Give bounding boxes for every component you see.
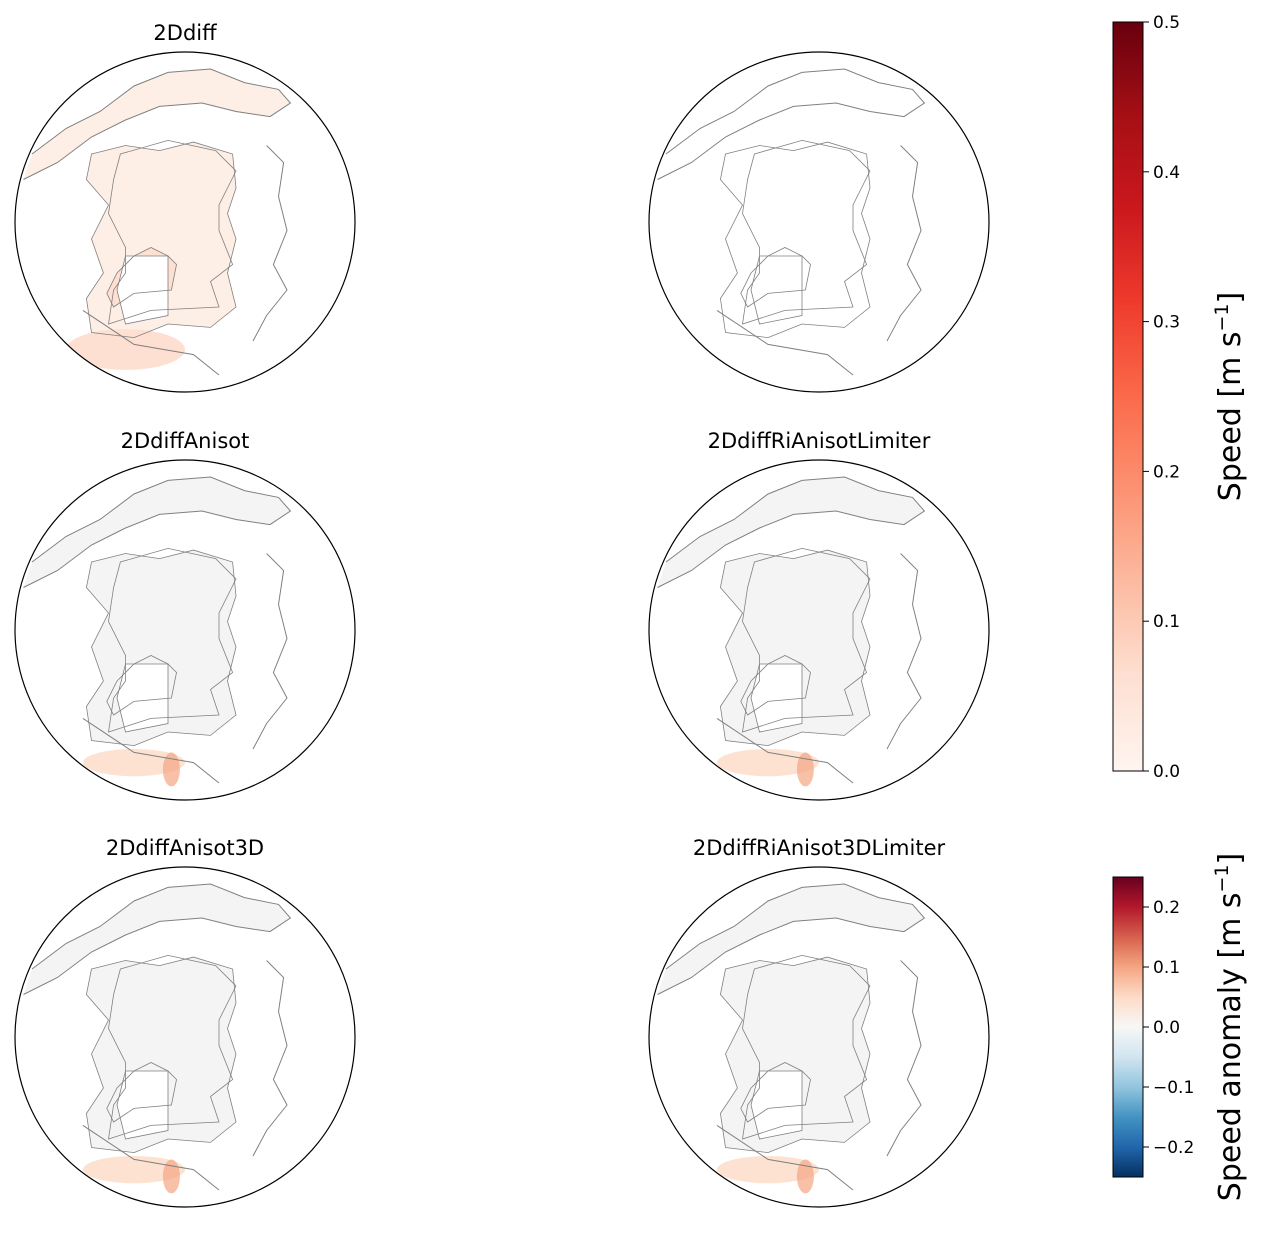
globe-boundary [648,459,990,801]
anomaly-patch [796,1159,814,1194]
coastline-contour [82,1124,220,1191]
coastline-contour [252,553,288,750]
globe-boundary [14,459,356,801]
land-mass [116,255,169,325]
anomaly-patch [162,1159,180,1194]
bathymetry-contour [108,139,237,325]
bathymetry-contour [85,141,237,339]
ocean-rim-shading [657,884,925,995]
coastline-contour [716,717,854,784]
map-field [15,460,355,800]
bathymetry-contour [742,139,871,325]
ocean-rim-shading [23,477,291,588]
anomaly-patch [796,752,814,787]
map-field [649,52,989,392]
ocean-rim-shading [23,69,291,180]
map-panel: 2DdiffAnisot [14,429,356,801]
bathymetry-contour [719,141,871,339]
map-panel: 2DdiffRiAnisot3DLimiter [648,836,990,1208]
coastline-contour [82,309,220,376]
globe-boundary [648,51,990,393]
coastline-contour [657,883,926,995]
colorbar-tick-label: 0.1 [1153,958,1180,978]
land-mass [116,1070,169,1140]
land-mass [750,255,803,325]
colorbar-gradient [1112,21,1144,772]
coastline-contour [886,960,922,1157]
bathymetry-contour [740,1062,811,1123]
bathymetry-contour [108,547,237,733]
bathymetry-contour [106,247,177,308]
colorbar: 0.0 0.1 0.2 0.3 0.4 0.5 Speed [m s−1] [1112,13,1248,782]
globe-boundary [14,51,356,393]
panel-title: 2DdiffAnisot [121,429,250,453]
bathymetry-contour [742,547,871,733]
map-panel: 2DdiffAnisot3D [14,836,356,1208]
colorbar-tick-label: 0.0 [1153,762,1180,782]
panel-title: 2DdiffAnisot3D [106,836,264,860]
coastline-contour [657,68,926,180]
colorbar-tick-label: −0.2 [1153,1138,1194,1158]
panel-title: 2Ddiff [153,21,217,45]
colorbar-tick-label: 0.3 [1153,313,1180,333]
bathymetry-contour [719,549,871,747]
map-panel: 2Ddiff [14,21,356,393]
bathymetry-contour [85,549,237,747]
coastline-contour [716,309,854,376]
map-panel [648,51,990,393]
colorbar: −0.2 −0.1 0.0 0.1 0.2 Speed anomaly [m s−1] [1112,853,1248,1201]
colorbar-label: Speed anomaly [m s−1] [1211,853,1248,1201]
coastline-contour [252,960,288,1157]
ocean-rim-shading [657,477,925,588]
map-field [649,867,989,1207]
colorbar-tick-label: −0.1 [1153,1078,1194,1098]
colorbar-tick-label: 0.1 [1153,612,1180,632]
land-mass [750,663,803,733]
bathymetry-contour [108,954,237,1140]
land-mass [116,663,169,733]
coastline-contour [886,145,922,342]
bathymetry-contour [740,655,811,716]
coastline-contour [23,883,292,995]
anomaly-patch [83,1156,185,1184]
land-mass [750,1070,803,1140]
colorbar-tick-label: 0.5 [1153,13,1180,33]
panel-title: 2DdiffRiAnisotLimiter [708,429,931,453]
coastline-contour [716,1124,854,1191]
ocean-rim-shading [23,884,291,995]
globe-boundary [648,866,990,1208]
colorbar-tick-label: 0.0 [1153,1018,1180,1038]
coastline-contour [657,476,926,588]
colorbar-gradient [1112,876,1144,1178]
map-panel: 2DdiffRiAnisotLimiter [648,429,990,801]
panel-title: 2DdiffRiAnisot3DLimiter [693,836,946,860]
map-field [649,460,989,800]
coastline-contour [23,68,292,180]
bathymetry-contour [740,247,811,308]
anomaly-patch [162,752,180,787]
bathymetry-contour [85,956,237,1154]
anomaly-patch [717,749,819,777]
colorbar-tick-label: 0.2 [1153,898,1180,918]
anomaly-patch [83,749,185,777]
bathymetry-contour [106,1062,177,1123]
coastline-contour [23,476,292,588]
anomaly-patch [717,1156,819,1184]
map-field [15,52,355,392]
coastline-contour [82,717,220,784]
globe-boundary [14,866,356,1208]
bathymetry-contour [106,655,177,716]
current-speed-patch [66,329,185,370]
colorbar-tick-label: 0.4 [1153,163,1180,183]
bathymetry-contour [742,954,871,1140]
map-field [15,867,355,1207]
bathymetry-contour [719,956,871,1154]
colorbar-label: Speed [m s−1] [1211,292,1248,501]
coastline-contour [886,553,922,750]
colorbar-tick-label: 0.2 [1153,462,1180,482]
coastline-contour [252,145,288,342]
